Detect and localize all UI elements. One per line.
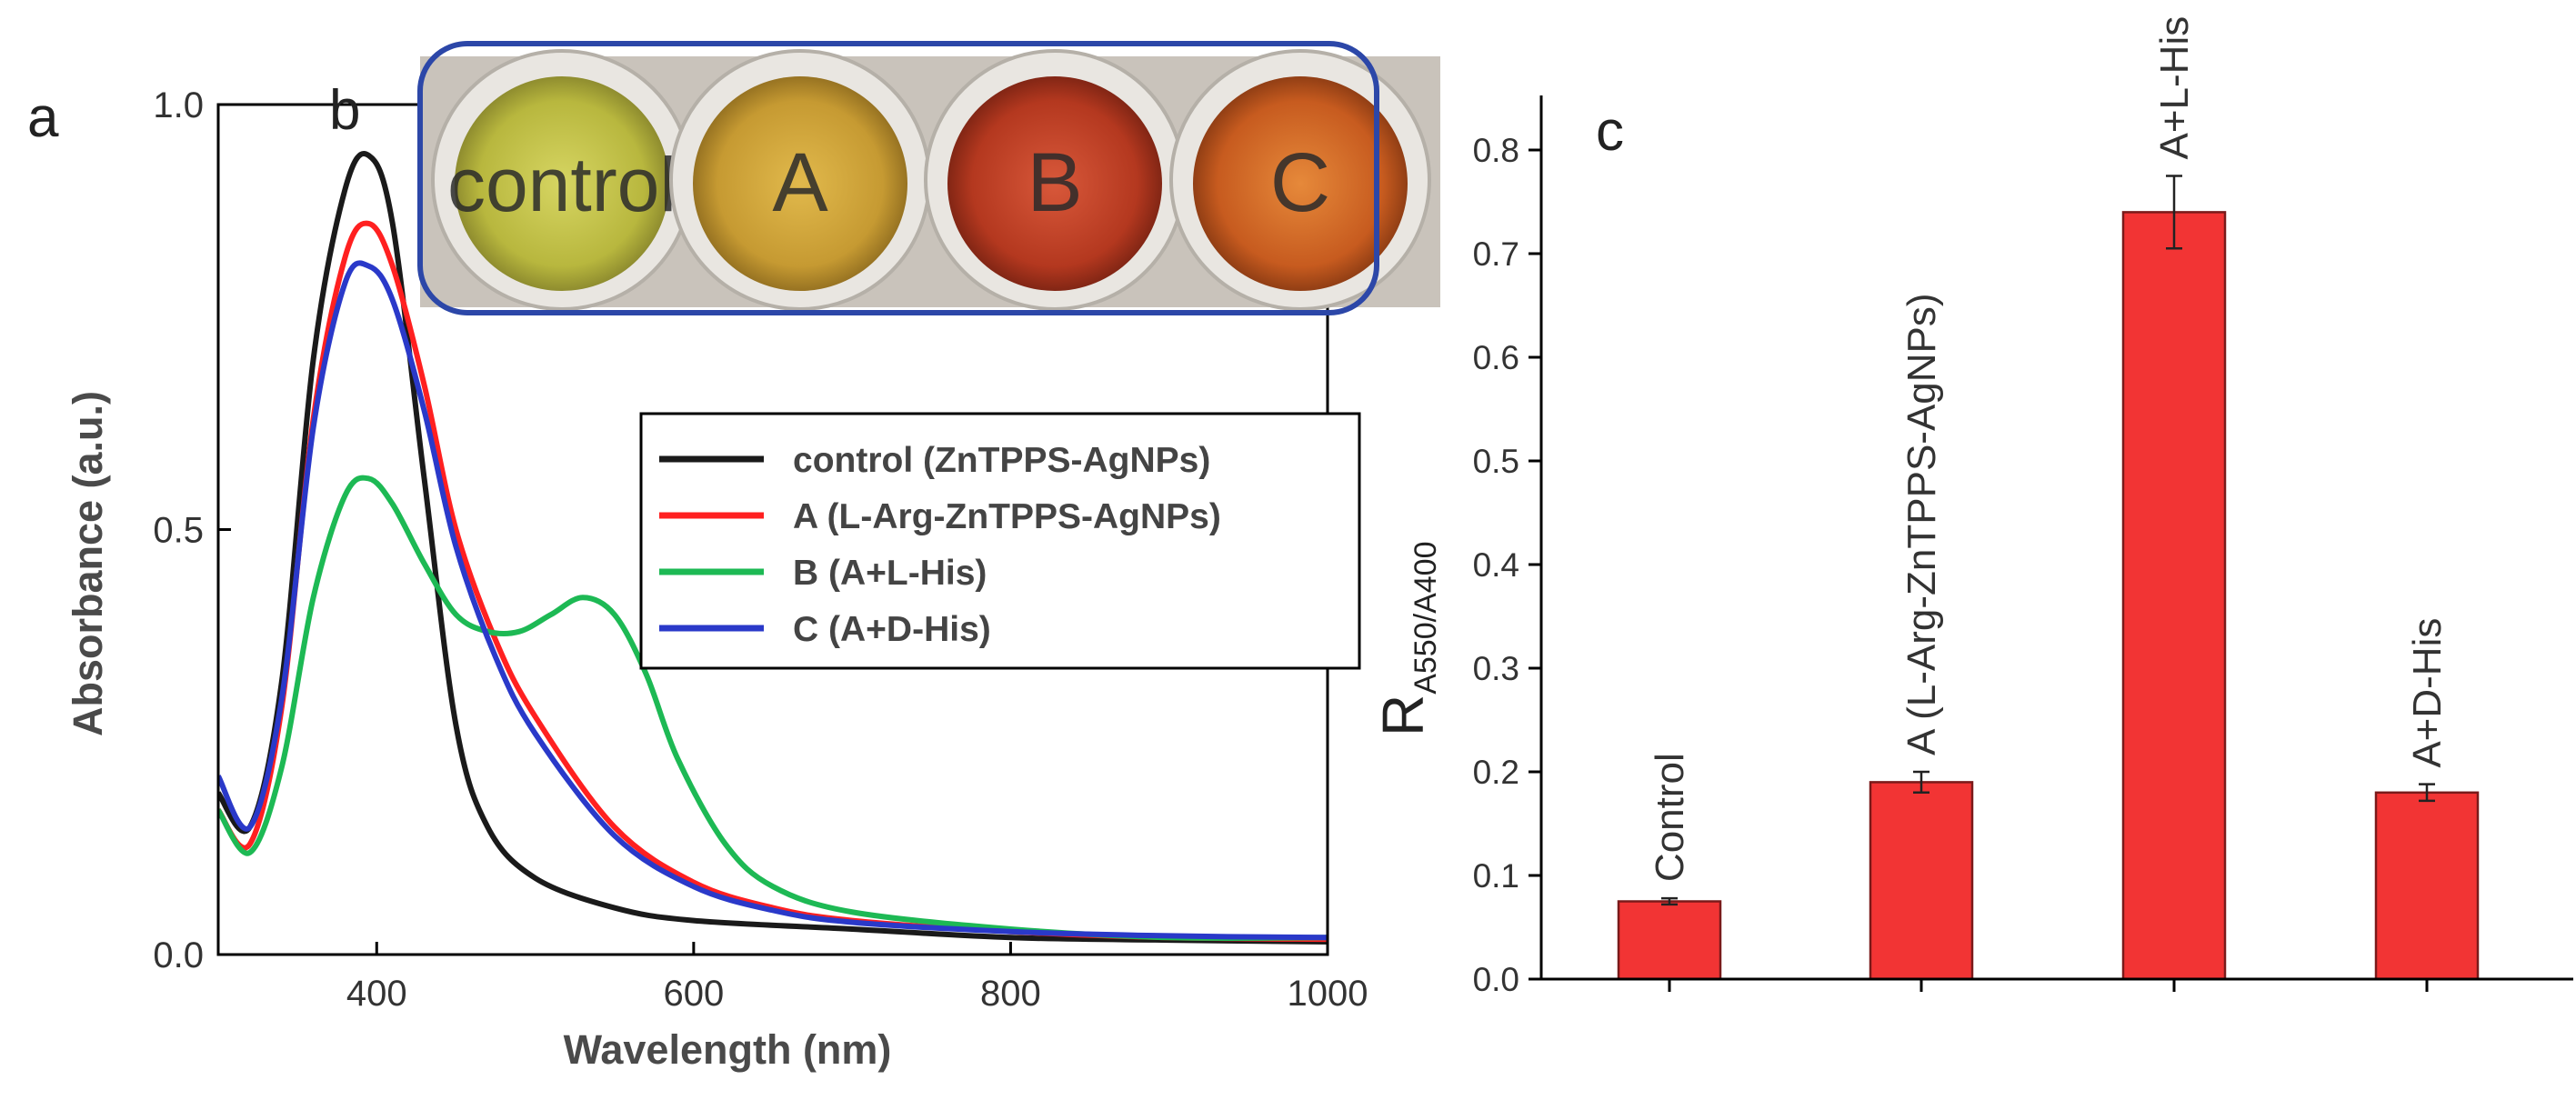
ratio-bar-chart: Control A (L-Arg-ZnTPPS-AgNPs) A+L-His A+D-… xyxy=(1370,16,2573,998)
legend-label-a-l-arg-zntpps-agnps: A (L-Arg-ZnTPPS-AgNPs) xyxy=(793,497,1221,536)
bar-y-ticks: 0.0 0.1 0.2 0.3 0.4 0.5 0.6 0.7 0.8 xyxy=(1473,132,1541,998)
legend-label-c-a-d-his: C (A+D-His) xyxy=(793,610,991,649)
bar-y-tick-label: 0.5 xyxy=(1473,443,1519,480)
panel-label-a: a xyxy=(27,86,59,149)
well-solution-c xyxy=(1193,76,1408,291)
well-solution-b xyxy=(947,76,1162,291)
spectrum-legend: control (ZnTPPS-AgNPs) A (L-Arg-ZnTPPS-Ag… xyxy=(639,412,1361,670)
spectrum-y-ticks: 0.0 0.5 1.0 xyxy=(153,85,231,975)
bar-a-l-his xyxy=(2121,211,2227,981)
legend-label-b-a-l-his: B (A+L-His) xyxy=(793,554,987,593)
x-tick-label: 400 xyxy=(346,974,407,1014)
bar-axes xyxy=(1539,95,2573,981)
bar-y-axis-label: RA550/A400 xyxy=(1370,542,1443,736)
bar-a-l-arg-zntpps-agnps xyxy=(1869,781,1974,981)
bar-category-label-a-l-his: A+L-His xyxy=(2152,16,2197,160)
photo-frame xyxy=(417,41,1379,315)
well-label-a: A xyxy=(772,136,828,229)
bar-category-label-a-l-arg-zntpps-agnps: A (L-Arg-ZnTPPS-AgNPs) xyxy=(1899,293,1944,755)
bar-marks: Control A (L-Arg-ZnTPPS-AgNPs) A+L-His A+D-… xyxy=(1617,16,2480,981)
series-line-b-a-l-his xyxy=(218,475,1328,941)
spectrum-x-axis-label: Wavelength (nm) xyxy=(564,1026,892,1073)
bar-category-label-a-d-his: A+D-His xyxy=(2405,618,2450,768)
legend-label-control-zntpps-agnps: control (ZnTPPS-AgNPs) xyxy=(793,441,1210,480)
bar-y-tick-label: 0.1 xyxy=(1473,857,1519,895)
y-tick-label: 0.5 xyxy=(153,511,204,551)
bar-control xyxy=(1617,900,1722,981)
bar-y-tick-label: 0.4 xyxy=(1473,546,1519,584)
well-label-c: C xyxy=(1270,136,1330,229)
bar-y-tick-label: 0.7 xyxy=(1473,235,1519,273)
x-tick-label: 1000 xyxy=(1288,974,1368,1014)
well-solution-a xyxy=(693,76,907,291)
well-label-b: B xyxy=(1027,136,1082,229)
bar-a-d-his xyxy=(2374,791,2480,981)
bar-y-tick-label: 0.3 xyxy=(1473,650,1519,687)
bar-y-tick-label: 0.8 xyxy=(1473,132,1519,169)
x-tick-label: 600 xyxy=(663,974,724,1014)
y-tick-label: 1.0 xyxy=(153,85,204,125)
bar-y-tick-label: 0.0 xyxy=(1473,961,1519,998)
solution-photo: control A B C xyxy=(417,41,1440,315)
bar-y-tick-label: 0.6 xyxy=(1473,339,1519,376)
spectrum-lines xyxy=(218,151,1328,945)
absorbance-spectrum-chart: 400 600 800 1000 0.00.51.0 Wavelength (nm) … xyxy=(65,85,1368,1073)
panel-label-c: c xyxy=(1596,100,1624,163)
spectrum-y-axis-label: Absorbance (a.u.) xyxy=(65,391,111,736)
spectrum-x-ticks: 400 600 800 1000 xyxy=(346,942,1368,1014)
series-line-control-zntpps-agnps xyxy=(218,151,1328,945)
panel-label-b: b xyxy=(329,79,360,142)
well-solution-control xyxy=(455,76,669,291)
well-label-control: control xyxy=(447,142,677,227)
bar-y-tick-label: 0.2 xyxy=(1473,754,1519,791)
bar-category-label-control: Control xyxy=(1648,753,1692,882)
series-line-c-a-d-his xyxy=(218,260,1328,941)
bar-y-axis-label-main: R xyxy=(1370,695,1436,736)
bar-y-axis-label-subscript: A550/A400 xyxy=(1408,542,1443,695)
bar-x-ticks xyxy=(1668,979,2429,992)
x-tick-label: 800 xyxy=(980,974,1041,1014)
y-tick-label: 0.0 xyxy=(153,935,204,975)
